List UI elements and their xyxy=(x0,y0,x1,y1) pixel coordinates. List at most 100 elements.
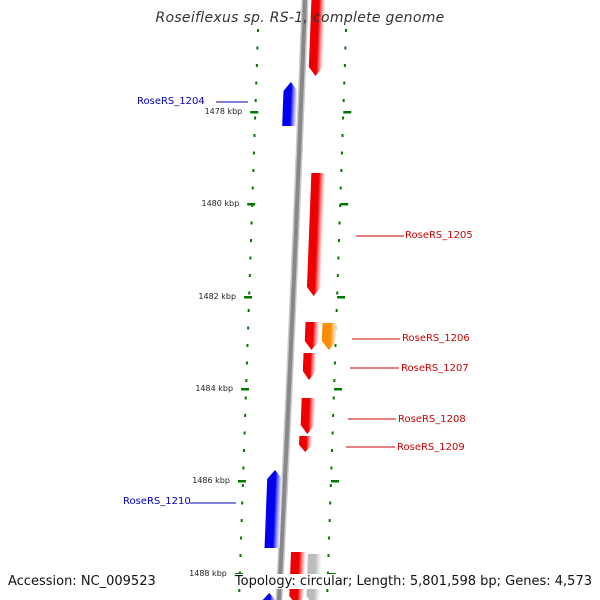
gene-label[interactable]: RoseRS_1206 xyxy=(402,333,470,344)
outer-tick-dot xyxy=(343,64,346,67)
outer-tick-dot xyxy=(331,449,333,452)
gene-label[interactable]: RoseRS_1205 xyxy=(405,230,473,241)
outer-tick-dot xyxy=(328,536,331,540)
inner-tick-dot xyxy=(250,221,253,225)
inner-tick-dot xyxy=(242,466,245,470)
inner-tick-dot xyxy=(250,239,252,242)
outer-tick-dot xyxy=(329,484,332,487)
outer-tick-dot xyxy=(344,46,347,50)
forward-gene-arrow xyxy=(304,322,320,350)
tick-label: 1480 kbp xyxy=(201,199,240,208)
tick-label: 1482 kbp xyxy=(198,292,237,301)
outer-tick-dot xyxy=(345,29,347,32)
inner-tick-dot xyxy=(244,396,247,400)
outer-tick-dot xyxy=(339,204,342,207)
forward-gene-arrow xyxy=(321,323,338,350)
inner-tick-dot xyxy=(255,81,258,85)
inner-tick-dot xyxy=(248,274,251,277)
inner-tick-dot xyxy=(255,64,258,67)
inner-tick-dot xyxy=(252,151,255,155)
forward-gene-arrow xyxy=(306,173,326,296)
tick-mark-outer xyxy=(343,111,352,114)
outer-tick-dot xyxy=(336,274,339,277)
forward-gene-arrow xyxy=(302,353,317,380)
inner-tick-dot xyxy=(252,169,255,172)
gene-label[interactable]: RoseRS_1204 xyxy=(137,96,205,107)
inner-tick-dot xyxy=(245,361,248,365)
outer-tick-dot xyxy=(343,81,346,85)
tick-mark-outer xyxy=(340,203,349,206)
inner-tick-dot xyxy=(251,186,254,190)
outer-tick-dot xyxy=(340,151,343,155)
inner-tick-dot xyxy=(239,554,242,557)
forward-gene-arrow xyxy=(308,0,326,76)
inner-tick-dot xyxy=(240,536,243,540)
inner-tick-dot xyxy=(246,344,249,347)
outer-tick-dot xyxy=(326,589,329,592)
inner-tick-dot xyxy=(243,431,246,435)
inner-tick-dot xyxy=(256,46,259,50)
outer-tick-dot xyxy=(340,169,343,172)
inner-tick-dot xyxy=(248,291,251,295)
accession-text: Accession: NC_009523 xyxy=(6,574,158,589)
outer-tick-dot xyxy=(336,291,339,295)
outer-tick-dot xyxy=(339,186,342,190)
forward-gene-arrow xyxy=(299,436,313,452)
outer-tick-dot xyxy=(334,344,337,347)
gene-label[interactable]: RoseRS_1208 xyxy=(398,414,466,425)
inner-tick-dot xyxy=(247,309,250,312)
outer-tick-dot xyxy=(327,554,330,557)
reverse-gene-arrow xyxy=(282,82,298,126)
outer-tick-dot xyxy=(333,361,336,365)
outer-tick-dot xyxy=(333,379,336,382)
forward-gene-arrow xyxy=(300,398,316,434)
outer-tick-dot xyxy=(335,309,338,312)
outer-tick-dot xyxy=(330,466,333,470)
inner-tick-dot xyxy=(244,414,247,417)
tick-mark-outer xyxy=(334,388,343,391)
tick-mark xyxy=(244,296,253,299)
reverse-gene-arrow xyxy=(264,470,283,548)
inner-tick-dot xyxy=(238,589,241,592)
outer-tick-dot xyxy=(342,99,345,102)
outer-tick-dot xyxy=(328,519,331,522)
gene-label[interactable]: RoseRS_1209 xyxy=(397,442,465,453)
inner-tick-dot xyxy=(254,99,257,102)
outer-tick-dot xyxy=(342,116,345,120)
inner-tick-dot xyxy=(243,449,245,452)
outer-tick-dot xyxy=(337,256,340,260)
inner-tick-dot xyxy=(257,29,259,32)
tick-mark xyxy=(250,111,259,114)
outer-tick-dot xyxy=(338,221,341,225)
reverse-gene-arrow xyxy=(261,593,277,600)
tick-mark xyxy=(247,203,256,206)
tick-mark xyxy=(237,480,246,483)
gene-label[interactable]: RoseRS_1210 xyxy=(123,496,191,507)
outer-tick-dot xyxy=(332,396,335,400)
outer-tick-dot xyxy=(329,501,332,505)
tick-label: 1484 kbp xyxy=(195,384,234,393)
outer-tick-dot xyxy=(331,431,334,435)
tick-mark-outer xyxy=(330,480,339,483)
inner-tick-dot xyxy=(247,326,250,330)
outer-tick-dot xyxy=(332,414,335,417)
inner-tick-dot xyxy=(253,134,256,137)
genome-backbone xyxy=(277,0,307,600)
inner-tick-dot xyxy=(241,484,244,487)
tick-label: 1486 kbp xyxy=(192,476,230,485)
inner-tick-dot xyxy=(240,519,243,522)
inner-tick-dot xyxy=(241,501,244,505)
outer-tick-dot xyxy=(338,239,340,242)
inner-tick-dot xyxy=(245,379,248,382)
inner-tick-dot xyxy=(249,256,252,260)
tick-label: 1478 kbp xyxy=(204,107,243,116)
topology-text: Topology: circular; Length: 5,801,598 bp… xyxy=(232,574,594,589)
gene-label[interactable]: RoseRS_1207 xyxy=(401,363,469,374)
outer-tick-dot xyxy=(341,134,344,137)
tick-mark xyxy=(241,388,250,391)
tick-mark-outer xyxy=(337,296,346,299)
inner-tick-dot xyxy=(254,116,257,120)
tick-label: 1488 kbp xyxy=(189,569,227,578)
